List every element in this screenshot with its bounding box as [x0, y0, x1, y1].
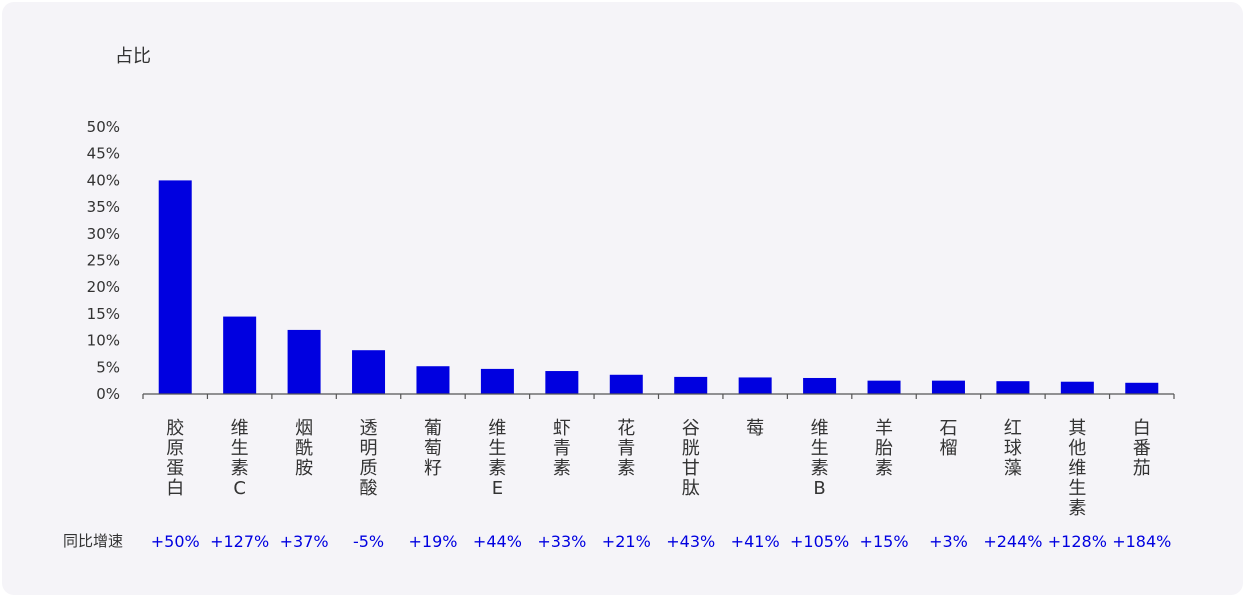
growth-value: +43% [666, 532, 715, 551]
bar [1125, 382, 1159, 394]
growth-value: +44% [473, 532, 522, 551]
growth-value: -5% [353, 532, 384, 551]
bar [480, 368, 514, 394]
growth-value: +3% [929, 532, 968, 551]
bar [287, 329, 321, 394]
y-tick-label: 35% [87, 198, 120, 216]
y-tick-label: 0% [96, 385, 120, 403]
bar [158, 180, 192, 394]
bar [416, 366, 450, 394]
category-labels: 胶原蛋白 维生素 C 烟酰胺 透明质酸 葡萄籽 维生素 E 虾青素 花青素 谷胱甘肽 莓 维生素 B 羊胎素… [166, 418, 1151, 519]
growth-value: +41% [731, 532, 780, 551]
growth-value: +15% [860, 532, 909, 551]
y-axis-label: 占比 [115, 46, 151, 67]
category-label: 胶原蛋白 [166, 418, 184, 499]
category-label: 花青素 [617, 418, 635, 479]
category-label: 透明质酸 [360, 418, 378, 499]
y-tick-label: 15% [87, 305, 120, 323]
y-tick-label: 10% [87, 332, 120, 350]
growth-value: +19% [408, 532, 457, 551]
y-tick-label: 5% [96, 358, 120, 376]
growth-value: +127% [210, 532, 269, 551]
y-tick-label: 40% [87, 171, 120, 189]
bar [867, 380, 901, 394]
bar [738, 377, 772, 394]
bar [223, 316, 257, 394]
growth-value: +184% [1112, 532, 1171, 551]
y-tick-label: 50% [87, 118, 120, 136]
category-label: 虾青素 [553, 418, 571, 479]
growth-value: +105% [790, 532, 849, 551]
category-label: 莓 [746, 418, 764, 439]
growth-value: +21% [602, 532, 651, 551]
bar [674, 376, 708, 394]
category-label: 谷胱甘肽 [682, 418, 700, 499]
growth-value: +50% [151, 532, 200, 551]
bar [545, 371, 579, 394]
bars [158, 180, 1159, 394]
y-tick-label: 20% [87, 278, 120, 296]
y-tick-label: 25% [87, 252, 120, 270]
category-label: 羊胎素 [875, 418, 893, 479]
bar [352, 350, 386, 394]
category-label: 白番茄 [1133, 418, 1151, 479]
bar [609, 374, 643, 394]
category-label: 红球藻 [1004, 418, 1022, 479]
y-tick-label: 30% [87, 225, 120, 243]
category-label: 维生素 B [811, 418, 829, 499]
bar [803, 377, 837, 394]
category-label: 石榴 [939, 418, 957, 459]
category-label: 烟酰胺 [295, 418, 313, 479]
growth-value: +37% [280, 532, 329, 551]
bar [1060, 381, 1094, 394]
category-label: 葡萄籽 [424, 418, 442, 479]
bar [931, 380, 965, 394]
category-label: 维生素 E [488, 418, 506, 499]
x-axis [142, 393, 1175, 399]
category-label: 维生素 C [231, 418, 249, 499]
y-ticks: 50% 45% 40% 35% 30% 25% 20% 15% 10% 5% 0% [87, 118, 120, 403]
growth-values: +50% +127% +37% -5% +19% +44% +33% +21% +43% +41%… [151, 532, 1172, 551]
bar [996, 381, 1030, 394]
growth-value: +33% [537, 532, 586, 551]
growth-row-label: 同比增速 [63, 532, 123, 550]
category-label: 其他维生素 [1068, 418, 1086, 519]
growth-value: +244% [983, 532, 1042, 551]
growth-value: +128% [1048, 532, 1107, 551]
y-tick-label: 45% [87, 145, 120, 163]
